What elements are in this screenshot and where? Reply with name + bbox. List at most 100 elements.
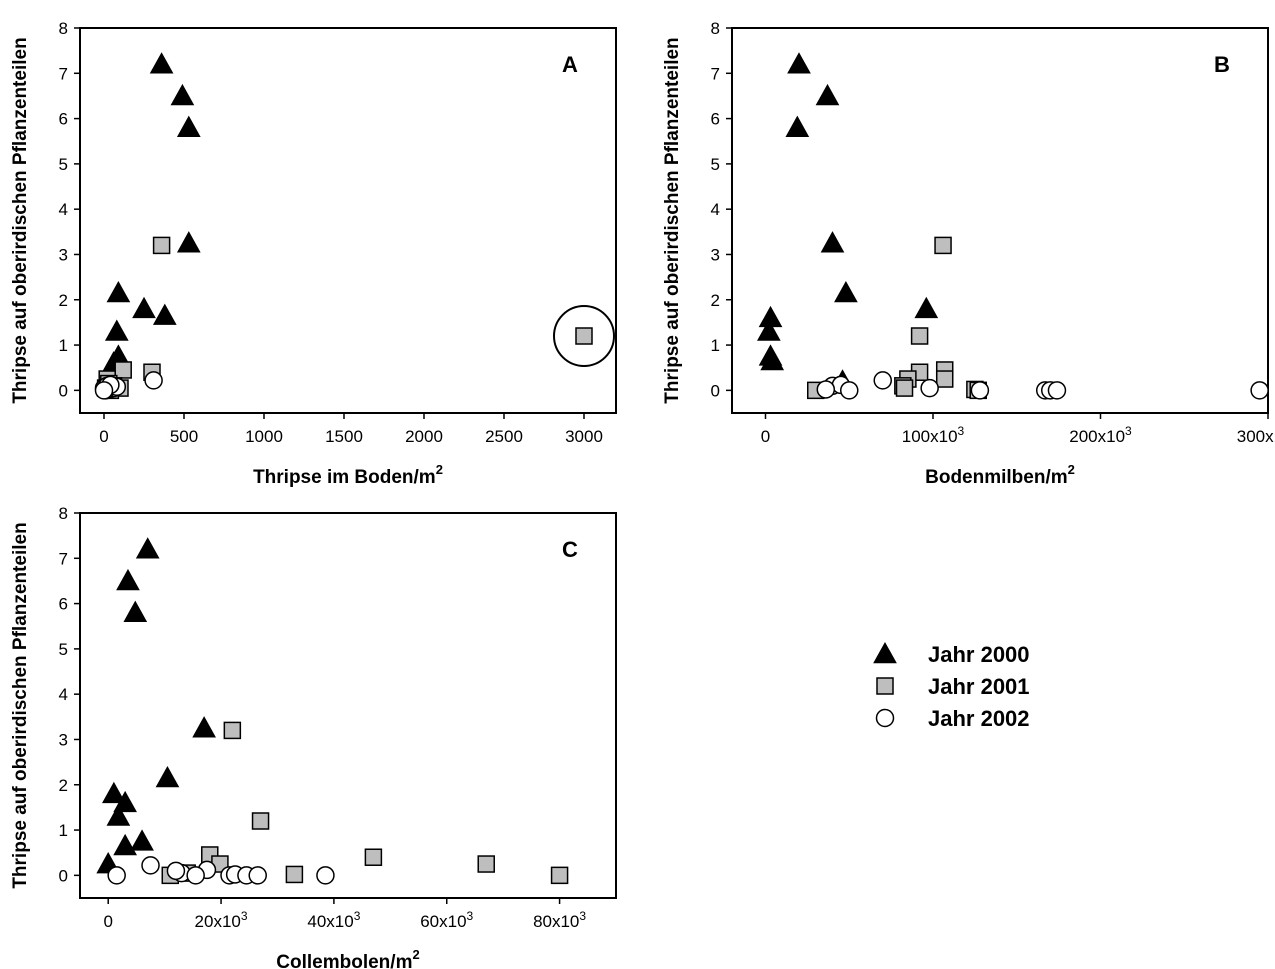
data-point-triangle — [135, 537, 160, 559]
data-point-triangle — [106, 804, 131, 826]
x-tick-label: 0 — [761, 427, 770, 446]
data-point-square — [114, 361, 132, 379]
y-tick-label: 0 — [711, 381, 720, 400]
data-point-circle — [816, 380, 836, 399]
y-axis-label: Thripse auf oberirdischen Pflanzenteilen — [662, 37, 683, 403]
data-point-triangle — [106, 280, 131, 303]
data-point-triangle — [123, 600, 148, 622]
x-tick-label: 0 — [103, 912, 112, 931]
data-point-circle — [186, 866, 205, 885]
y-tick-label: 7 — [711, 64, 720, 83]
data-point-square — [575, 327, 593, 345]
data-point-square — [910, 327, 929, 345]
data-point-square — [477, 855, 495, 873]
x-axis-label: Thripse im Boden/m2 — [253, 462, 443, 488]
data-point-circle — [840, 381, 859, 400]
x-tick-label: 60x103 — [420, 909, 473, 931]
data-point-square — [364, 848, 383, 866]
data-point-triangle — [116, 568, 140, 591]
data-point-triangle — [785, 115, 810, 137]
data-point-circle — [873, 371, 892, 390]
y-tick-label: 8 — [59, 19, 68, 38]
data-point-triangle — [192, 716, 216, 738]
y-tick-label: 5 — [711, 155, 720, 174]
data-point-square — [251, 812, 270, 830]
plot-frame — [731, 27, 1269, 414]
panel-b: 0 1 2 3 4 5 6 7 8 0 100x103 200x103 300x103 Bodenmilb… — [662, 19, 1275, 488]
panel-letter: A — [562, 52, 578, 77]
panel-c: 0 1 2 3 4 5 6 7 8 0 20x103 40x103 60x103 80x103 Collem… — [10, 504, 617, 969]
panel-a: 0 1 2 3 4 5 6 7 8 0 500 1000 1500 2000 2500 3000 Thripse… — [10, 19, 617, 488]
x-tick-label: 2500 — [485, 427, 523, 446]
panel-letter: C — [562, 537, 578, 562]
y-tick-label: 8 — [711, 19, 720, 38]
y-tick-label: 4 — [711, 200, 720, 219]
data-point-circle — [920, 378, 939, 398]
data-point-triangle — [149, 52, 174, 74]
y-tick-label: 7 — [59, 64, 68, 83]
data-point-triangle — [787, 52, 811, 74]
y-tick-label: 2 — [59, 776, 68, 795]
y-tick-label: 3 — [59, 730, 68, 749]
x-tick-label: 500 — [170, 427, 198, 446]
y-tick-label: 4 — [59, 200, 68, 219]
x-tick-label: 1000 — [245, 427, 283, 446]
data-point-circle — [144, 371, 163, 390]
data-point-triangle — [834, 280, 858, 303]
y-tick-label: 2 — [711, 291, 720, 310]
y-axis-label: Thripse auf oberirdischen Pflanzenteilen — [10, 522, 31, 888]
data-point-triangle — [757, 319, 781, 341]
x-tick-label: 300x103 — [1237, 424, 1275, 446]
data-point-circle — [316, 866, 335, 885]
y-tick-label: 1 — [59, 336, 68, 355]
legend-label: Jahr 2000 — [928, 642, 1030, 667]
legend-marker-circle — [875, 708, 895, 728]
data-point-circle — [94, 381, 114, 400]
x-tick-label: 3000 — [565, 427, 603, 446]
data-point-triangle — [104, 319, 129, 341]
data-point-triangle — [155, 765, 180, 788]
y-axis-label: Thripse auf oberirdischen Pflanzenteilen — [10, 37, 31, 403]
data-point-circle — [166, 861, 186, 881]
data-point-square — [895, 379, 914, 397]
plot-frame — [79, 27, 617, 414]
y-tick-label: 5 — [59, 155, 68, 174]
data-point-triangle — [815, 83, 840, 106]
data-point-circle — [248, 866, 267, 885]
data-point-circle — [1250, 381, 1269, 400]
y-tick-label: 8 — [59, 504, 68, 523]
x-tick-label: 80x103 — [533, 909, 586, 931]
data-point-square — [550, 866, 569, 885]
data-point-square — [152, 236, 171, 255]
data-point-triangle — [132, 296, 156, 319]
y-tick-label: 4 — [59, 685, 68, 704]
data-point-triangle — [113, 833, 137, 856]
highlight-circle — [553, 305, 615, 367]
x-tick-label: 0 — [99, 427, 108, 446]
legend: Jahr 2000 Jahr 2001 Jahr 2002 — [873, 641, 1030, 731]
data-point-circle — [1047, 381, 1067, 400]
x-tick-label: 2000 — [405, 427, 443, 446]
legend-label: Jahr 2002 — [928, 706, 1030, 731]
data-point-square — [285, 865, 304, 884]
plot-frame — [79, 512, 617, 899]
data-point-triangle — [914, 296, 939, 319]
data-point-triangle — [820, 231, 845, 253]
data-point-square — [223, 721, 242, 740]
y-tick-label: 5 — [59, 640, 68, 659]
data-point-triangle — [176, 231, 201, 253]
data-point-triangle — [760, 348, 785, 371]
x-axis-label: Collembolen/m2 — [276, 947, 419, 969]
y-tick-label: 2 — [59, 291, 68, 310]
legend-marker-square — [876, 677, 894, 695]
y-tick-label: 1 — [59, 821, 68, 840]
y-tick-label: 3 — [59, 245, 68, 264]
data-point-triangle — [170, 83, 195, 106]
data-point-triangle — [176, 115, 201, 137]
y-tick-label: 6 — [59, 595, 68, 614]
data-point-triangle — [102, 781, 126, 804]
x-tick-label: 40x103 — [307, 909, 360, 931]
x-tick-label: 200x103 — [1069, 424, 1132, 446]
panel-letter: B — [1214, 52, 1230, 77]
